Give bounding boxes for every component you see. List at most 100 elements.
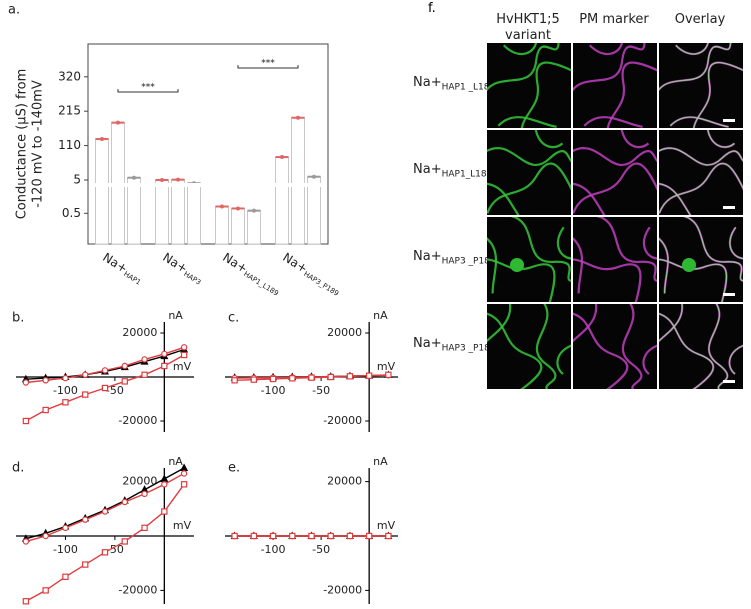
marker bbox=[82, 561, 89, 568]
membrane bbox=[642, 342, 663, 375]
x-tick-label: -50 bbox=[312, 543, 330, 556]
marker bbox=[385, 371, 392, 379]
y-axis-label: -120 mV to -140mV bbox=[31, 80, 46, 208]
bar bbox=[187, 182, 201, 245]
row-label: Na+HAP1 _L189 bbox=[413, 75, 495, 93]
micrograph bbox=[555, 214, 665, 306]
y-axis-label: Conductance (µS) from bbox=[15, 69, 30, 220]
category-sub: HAP1_L189 bbox=[242, 270, 280, 298]
series-line bbox=[25, 467, 185, 540]
cell-outlines bbox=[481, 40, 579, 144]
membrane bbox=[502, 41, 538, 56]
marker bbox=[385, 532, 392, 540]
nucleus bbox=[510, 258, 524, 272]
marker bbox=[180, 344, 188, 351]
row-label-base: Na+ bbox=[413, 75, 442, 90]
marker bbox=[250, 532, 258, 540]
micrograph bbox=[481, 40, 579, 144]
row-label-sub: HAP3 _P189L bbox=[441, 343, 501, 354]
micrograph bbox=[565, 125, 668, 223]
membrane bbox=[655, 235, 669, 294]
marker bbox=[327, 532, 334, 540]
panel-label: e. bbox=[228, 461, 240, 476]
bar bbox=[231, 208, 245, 245]
bar bbox=[215, 206, 229, 245]
marker bbox=[250, 376, 258, 383]
marker bbox=[42, 532, 49, 540]
bar bbox=[155, 179, 169, 245]
scale-bar bbox=[723, 206, 735, 209]
micrograph bbox=[479, 125, 582, 223]
series-line bbox=[25, 348, 185, 380]
membrane bbox=[568, 234, 584, 294]
membrane bbox=[707, 298, 729, 395]
micrograph-image bbox=[564, 298, 663, 395]
membrane bbox=[572, 162, 661, 214]
nucleus bbox=[682, 258, 696, 272]
x-tick-label: -100 bbox=[261, 543, 286, 556]
marker bbox=[121, 538, 128, 545]
membrane bbox=[651, 182, 696, 223]
marker bbox=[289, 532, 296, 540]
micrograph bbox=[641, 214, 751, 306]
mean-dot bbox=[296, 115, 300, 120]
plot-frame bbox=[87, 43, 329, 245]
category-sub: HAP1 bbox=[122, 270, 142, 287]
mean-dot bbox=[100, 137, 104, 142]
membrane bbox=[588, 41, 624, 56]
marker bbox=[82, 516, 89, 523]
membrane bbox=[583, 116, 643, 128]
row-label: Na+HAP3 _P189L bbox=[413, 336, 501, 354]
cell-outlines bbox=[479, 125, 582, 223]
membrane bbox=[692, 61, 751, 144]
micrograph bbox=[651, 125, 751, 223]
cell-outlines bbox=[564, 298, 663, 395]
membrane bbox=[479, 182, 525, 223]
membrane bbox=[669, 116, 729, 128]
membrane bbox=[566, 310, 629, 395]
y-tick-label: -20000 bbox=[323, 414, 362, 427]
x-axis-label: mV bbox=[377, 360, 396, 373]
marker bbox=[180, 470, 188, 477]
bar bbox=[275, 156, 289, 245]
y-axis-label: nA bbox=[373, 309, 388, 322]
marker bbox=[365, 372, 373, 379]
y-tick-label: -20000 bbox=[323, 583, 362, 596]
row-label-base: Na+ bbox=[413, 336, 442, 351]
scale-bar bbox=[723, 380, 735, 383]
mean-dot bbox=[236, 206, 240, 211]
column-header: Overlay bbox=[674, 12, 726, 27]
micrograph bbox=[564, 298, 663, 395]
marker bbox=[289, 375, 296, 382]
marker bbox=[346, 373, 354, 380]
marker bbox=[160, 474, 169, 482]
marker bbox=[308, 532, 315, 540]
x-tick-label: -50 bbox=[106, 543, 124, 556]
significance-label: *** bbox=[261, 59, 275, 69]
marker bbox=[365, 532, 373, 540]
y-axis-label: nA bbox=[373, 455, 388, 468]
membrane bbox=[653, 40, 732, 99]
cell-outlines bbox=[478, 298, 577, 395]
significance-label: *** bbox=[141, 83, 155, 93]
marker bbox=[62, 399, 69, 406]
marker bbox=[161, 362, 168, 370]
cell-outlines bbox=[565, 125, 668, 223]
marker bbox=[121, 498, 128, 506]
marker bbox=[62, 524, 69, 532]
column-header: HvHKT1;5 variant bbox=[496, 12, 560, 43]
row-label-base: Na+ bbox=[413, 249, 442, 264]
marker bbox=[42, 406, 49, 414]
micrograph-image bbox=[641, 214, 751, 306]
cell-outlines bbox=[641, 214, 751, 306]
micrograph-image bbox=[650, 298, 749, 395]
membrane bbox=[482, 234, 498, 294]
marker bbox=[62, 573, 69, 581]
y-tick-label: 20000 bbox=[122, 326, 157, 339]
membrane bbox=[478, 298, 512, 350]
x-axis-label: mV bbox=[173, 360, 192, 373]
micrograph-image bbox=[469, 214, 579, 306]
x-tick-label: Na+HAP3_P189 bbox=[280, 250, 344, 298]
marker bbox=[101, 508, 109, 515]
